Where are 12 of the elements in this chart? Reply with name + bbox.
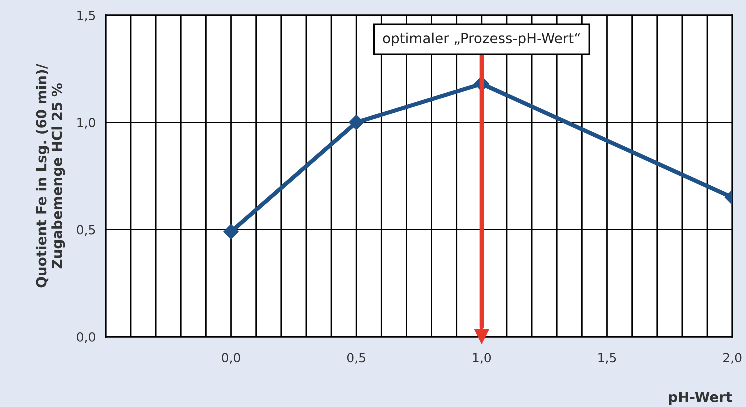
ref-line-label: optimaler „Prozess-pH-Wert“ xyxy=(383,32,580,46)
x-tick-label: 1,5 xyxy=(598,353,616,364)
x-tick-label: 0,0 xyxy=(222,353,240,364)
y-tick-label: 1,0 xyxy=(78,118,96,129)
x-axis-title: pH-Wert xyxy=(669,392,732,406)
x-tick-label: 1,0 xyxy=(473,353,492,364)
y-axis-title: Quotient Fe in Lsg. (60 min)/ Zugabemenge HCl 25 % xyxy=(36,64,66,288)
y-tick-label: 0,0 xyxy=(77,332,96,344)
x-tick-label: 0,5 xyxy=(347,353,366,364)
y-tick-label: 1,5 xyxy=(78,11,96,22)
x-tick-label: 2,0 xyxy=(724,353,742,364)
y-tick-label: 0,5 xyxy=(77,225,96,236)
